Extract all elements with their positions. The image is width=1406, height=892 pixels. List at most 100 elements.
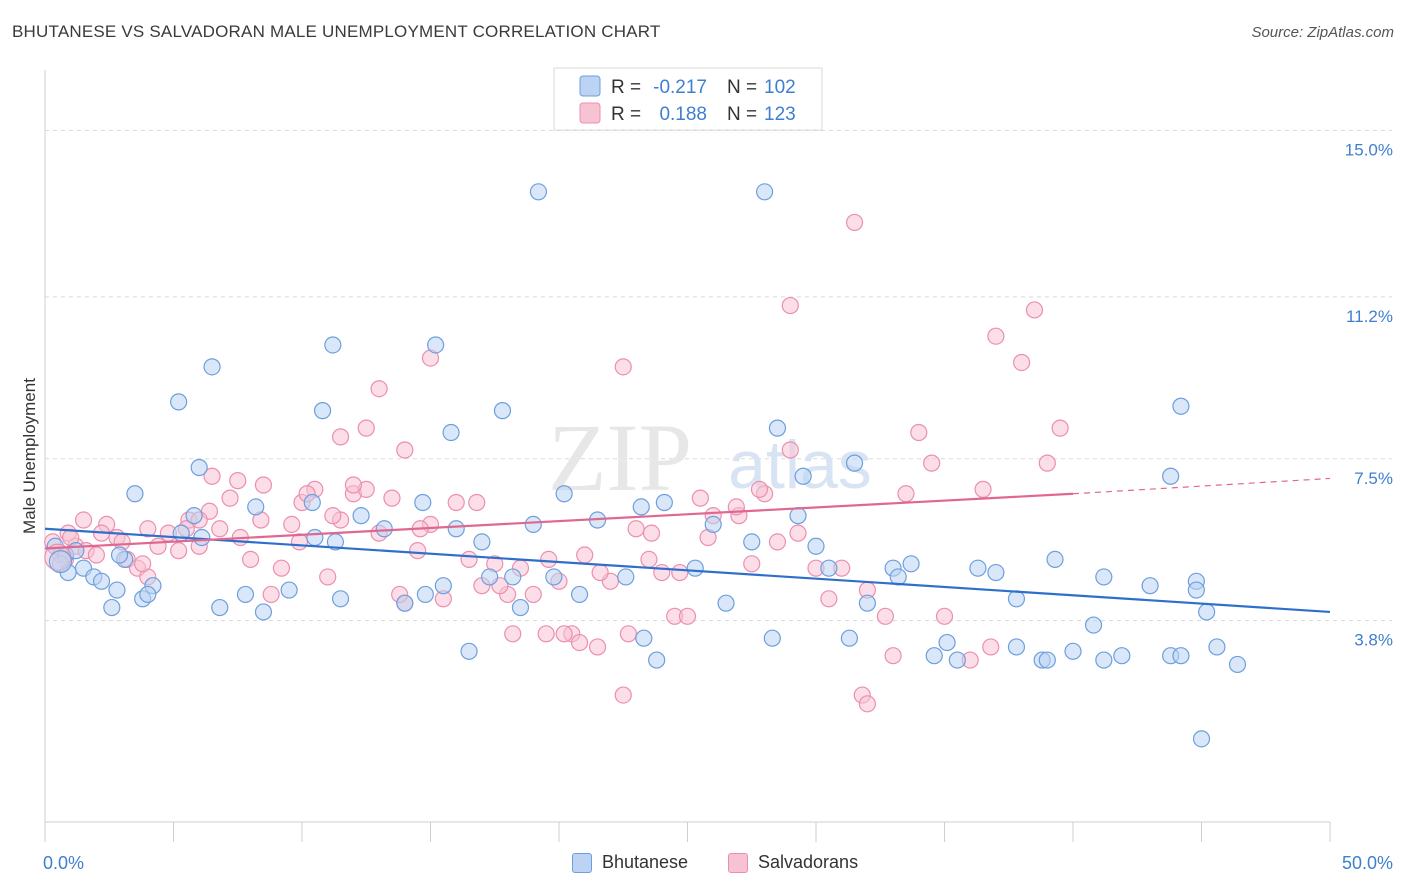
data-point-bhutanese bbox=[925, 647, 943, 665]
grid-lines bbox=[45, 130, 1392, 622]
data-point-bhutanese bbox=[48, 549, 73, 574]
data-point-salvadorans bbox=[134, 555, 152, 573]
data-point-bhutanese bbox=[139, 585, 157, 604]
data-point-salvadorans bbox=[588, 638, 607, 656]
data-point-bhutanese bbox=[648, 651, 666, 669]
data-point-bhutanese bbox=[1187, 581, 1205, 599]
data-point-bhutanese bbox=[190, 458, 208, 477]
bhutanese-swatch bbox=[572, 852, 592, 873]
data-point-salvadorans bbox=[460, 550, 478, 569]
legend-r-label-1: R = bbox=[611, 77, 641, 98]
legend-n-label-2: N = bbox=[727, 104, 757, 125]
data-point-bhutanese bbox=[524, 515, 542, 534]
data-point-salvadorans bbox=[640, 550, 658, 569]
data-point-bhutanese bbox=[529, 183, 548, 201]
data-point-bhutanese bbox=[1046, 550, 1064, 569]
data-point-salvadorans bbox=[262, 585, 280, 604]
data-point-salvadorans bbox=[272, 559, 291, 577]
x-tick-label-max: 50.0% bbox=[1342, 853, 1393, 873]
data-point-bhutanese bbox=[1084, 616, 1103, 634]
x-tick-labels: 0.0% 50.0% bbox=[43, 853, 1393, 873]
data-point-salvadorans bbox=[139, 520, 157, 538]
trend-line-salvadorans-dashed bbox=[1072, 477, 1331, 495]
data-point-bhutanese bbox=[211, 598, 229, 617]
data-point-bhutanese bbox=[768, 419, 787, 437]
legend-label-bhutanese: Bhutanese bbox=[602, 852, 689, 872]
series-legend: Bhutanese Salvadorans bbox=[0, 852, 1406, 878]
data-point-bhutanese bbox=[617, 568, 635, 586]
data-point-bhutanese bbox=[447, 520, 465, 538]
data-point-salvadorans bbox=[614, 686, 632, 704]
data-point-bhutanese bbox=[755, 183, 774, 201]
data-point-salvadorans bbox=[691, 489, 709, 507]
data-point-bhutanese bbox=[414, 493, 432, 512]
trend-lines bbox=[44, 477, 1331, 614]
data-point-bhutanese bbox=[396, 594, 414, 612]
data-point-salvadorans bbox=[254, 476, 273, 494]
legend-item-salvadorans[interactable]: Salvadorans bbox=[728, 852, 858, 873]
data-point-salvadorans bbox=[87, 546, 106, 564]
data-point-bhutanese bbox=[442, 423, 460, 442]
y-tick-label: 15.0% bbox=[1345, 141, 1393, 160]
data-point-bhutanese bbox=[481, 568, 499, 586]
data-point-bhutanese bbox=[1113, 647, 1131, 665]
data-point-bhutanese bbox=[170, 393, 188, 411]
data-point-salvadorans bbox=[203, 467, 221, 485]
data-point-salvadorans bbox=[614, 358, 632, 376]
data-point-salvadorans bbox=[627, 520, 645, 538]
data-point-bhutanese bbox=[789, 507, 807, 525]
data-point-bhutanese bbox=[236, 585, 255, 604]
data-point-bhutanese bbox=[763, 629, 781, 647]
data-point-bhutanese bbox=[717, 594, 735, 612]
data-point-salvadorans bbox=[357, 419, 375, 437]
data-point-bhutanese bbox=[473, 533, 491, 551]
data-point-bhutanese bbox=[1007, 590, 1026, 608]
y-tick-labels: 3.8% 7.5% 11.2% 15.0% bbox=[1345, 141, 1393, 650]
data-point-bhutanese bbox=[794, 467, 812, 485]
data-point-bhutanese bbox=[1064, 642, 1082, 660]
data-point-bhutanese bbox=[254, 603, 273, 621]
data-point-bhutanese bbox=[1198, 603, 1216, 621]
data-point-bhutanese bbox=[686, 559, 704, 577]
data-point-salvadorans bbox=[524, 585, 542, 604]
data-point-salvadorans bbox=[149, 537, 167, 555]
data-point-salvadorans bbox=[370, 380, 388, 398]
data-point-bhutanese bbox=[889, 568, 907, 586]
data-point-salvadorans bbox=[845, 213, 864, 232]
data-point-bhutanese bbox=[416, 585, 434, 604]
data-points bbox=[44, 183, 1247, 748]
data-point-bhutanese bbox=[103, 598, 121, 617]
data-point-bhutanese bbox=[110, 546, 129, 564]
data-point-bhutanese bbox=[280, 581, 298, 599]
legend-item-bhutanese[interactable]: Bhutanese bbox=[572, 852, 688, 873]
data-point-bhutanese bbox=[820, 559, 838, 577]
data-point-salvadorans bbox=[678, 607, 697, 625]
x-axis bbox=[44, 70, 1331, 842]
data-point-bhutanese bbox=[840, 629, 859, 647]
data-point-bhutanese bbox=[126, 485, 144, 503]
data-point-bhutanese bbox=[1162, 467, 1180, 485]
data-point-bhutanese bbox=[1208, 638, 1226, 656]
stats-legend: R = -0.217 N = 102 R = 0.188 N = 123 bbox=[553, 67, 823, 131]
data-point-salvadorans bbox=[537, 625, 555, 643]
data-point-salvadorans bbox=[884, 647, 902, 665]
data-point-salvadorans bbox=[468, 493, 486, 512]
data-point-bhutanese bbox=[203, 358, 221, 376]
data-point-salvadorans bbox=[576, 546, 594, 564]
data-point-bhutanese bbox=[1007, 638, 1026, 656]
data-point-salvadorans bbox=[555, 625, 573, 643]
data-point-bhutanese bbox=[902, 555, 920, 573]
data-point-bhutanese bbox=[1095, 568, 1113, 586]
data-point-salvadorans bbox=[858, 695, 877, 713]
legend-n-value-1: 102 bbox=[764, 77, 796, 98]
data-point-salvadorans bbox=[619, 625, 637, 643]
data-point-salvadorans bbox=[570, 633, 589, 652]
data-point-salvadorans bbox=[789, 524, 807, 542]
data-point-salvadorans bbox=[211, 520, 229, 538]
data-point-bhutanese bbox=[1141, 577, 1159, 595]
data-point-salvadorans bbox=[1012, 353, 1031, 372]
legend-r-label-2: R = bbox=[611, 104, 641, 125]
data-point-salvadorans bbox=[897, 485, 915, 503]
data-point-bhutanese bbox=[324, 336, 342, 354]
